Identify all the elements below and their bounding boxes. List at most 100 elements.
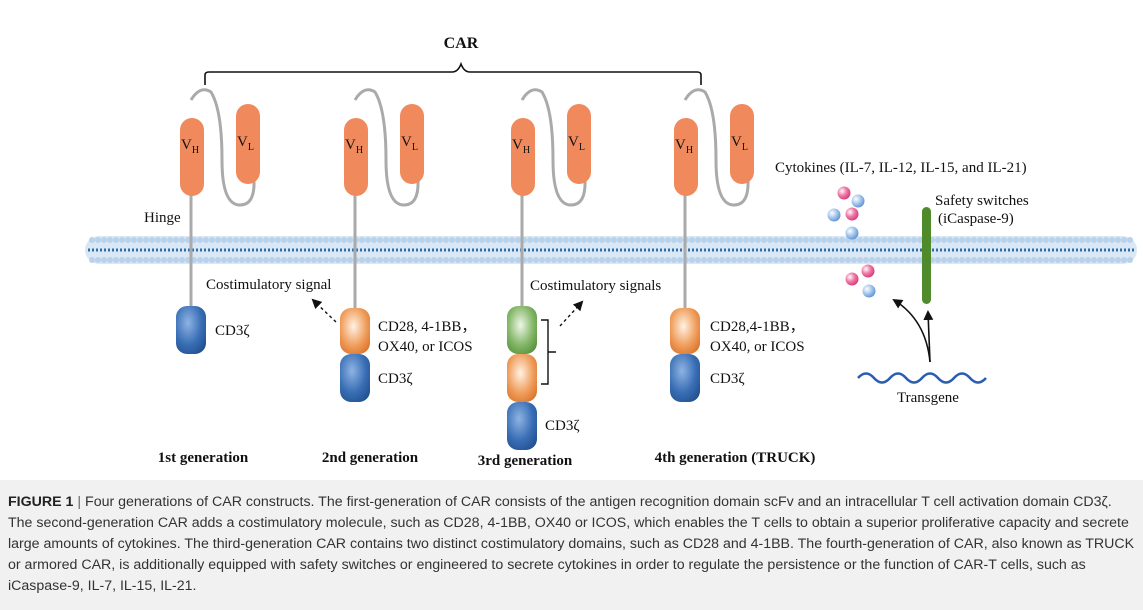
lipid-head	[965, 257, 971, 263]
lipid-head	[1103, 237, 1109, 243]
cd3z-label: CD3ζ	[710, 371, 745, 387]
costim-domain	[670, 308, 700, 354]
lipid-head	[413, 257, 419, 263]
costim-molecules-line2: OX40, or ICOS	[710, 339, 805, 355]
lipid-head	[341, 257, 347, 263]
lipid-head	[623, 237, 629, 243]
lipid-head	[629, 257, 635, 263]
lipid-head	[503, 237, 509, 243]
lipid-head	[467, 257, 473, 263]
lipid-head	[935, 257, 941, 263]
lipid-head	[779, 237, 785, 243]
lipid-head	[707, 257, 713, 263]
lipid-head	[809, 237, 815, 243]
vl-domain	[400, 104, 424, 184]
lipid-head	[839, 257, 845, 263]
lipid-head	[599, 237, 605, 243]
generation-1-car: VH VL Hinge CD3ζ 1st generation	[144, 88, 260, 466]
lipid-head	[341, 237, 347, 243]
lipid-head	[869, 237, 875, 243]
generation-3-title: 3rd generation	[478, 453, 573, 469]
lipid-head	[719, 237, 725, 243]
lipid-head	[167, 237, 173, 243]
lipid-head	[395, 257, 401, 263]
lipid-head	[371, 257, 377, 263]
lipid-head	[485, 257, 491, 263]
lipid-head	[737, 237, 743, 243]
lipid-head	[383, 257, 389, 263]
lipid-head	[305, 237, 311, 243]
lipid-head	[425, 257, 431, 263]
lipid-head	[1061, 237, 1067, 243]
lipid-head	[389, 237, 395, 243]
lipid-head	[893, 257, 899, 263]
lipid-head	[701, 237, 707, 243]
lipid-head	[533, 237, 539, 243]
lipid-head	[725, 237, 731, 243]
safety-switches-label: Safety switches	[935, 193, 1029, 209]
lipid-head	[581, 257, 587, 263]
lipid-head	[287, 257, 293, 263]
lipid-head	[1043, 237, 1049, 243]
lipid-head	[1007, 237, 1013, 243]
lipid-head	[815, 257, 821, 263]
lipid-head	[221, 257, 227, 263]
lipid-head	[503, 257, 509, 263]
lipid-head	[233, 237, 239, 243]
lipid-head	[215, 257, 221, 263]
lipid-head	[101, 237, 107, 243]
vh-label: VH	[181, 137, 199, 156]
lipid-head	[731, 237, 737, 243]
transgene-to-cytokine-arrow	[892, 298, 931, 363]
lipid-head	[797, 237, 803, 243]
lipid-head	[827, 237, 833, 243]
costim-signals-label: Costimulatory signals	[530, 278, 661, 294]
lipid-head	[941, 257, 947, 263]
lipid-head	[695, 257, 701, 263]
lipid-head	[947, 257, 953, 263]
lipid-head	[1085, 257, 1091, 263]
lipid-head	[803, 237, 809, 243]
lipid-head	[719, 257, 725, 263]
lipid-head	[839, 237, 845, 243]
generation-1-title: 1st generation	[158, 450, 249, 466]
lipid-head	[545, 257, 551, 263]
lipid-head	[1109, 257, 1115, 263]
vl-domain	[730, 104, 754, 184]
lipid-head	[275, 257, 281, 263]
lipid-head	[887, 257, 893, 263]
car-generations-diagram: CAR VH VL Hinge CD3ζ 1st generation VH V…	[85, 35, 1137, 469]
vh-domain	[511, 118, 535, 196]
lipid-head	[173, 237, 179, 243]
lipid-head	[569, 237, 575, 243]
lipid-head	[1055, 257, 1061, 263]
lipid-head	[1031, 257, 1037, 263]
lipid-head	[425, 237, 431, 243]
costim-signal-label: Costimulatory signal	[206, 277, 331, 293]
lipid-head	[377, 237, 383, 243]
lipid-head	[1121, 237, 1127, 243]
lipid-head	[1079, 237, 1085, 243]
vl-domain	[236, 104, 260, 184]
car-label: CAR	[444, 35, 479, 52]
lipid-head	[287, 237, 293, 243]
lipid-head	[119, 237, 125, 243]
lipid-head	[749, 257, 755, 263]
lipid-head	[953, 237, 959, 243]
lipid-head	[317, 257, 323, 263]
lipid-head	[281, 257, 287, 263]
lipid-head	[593, 257, 599, 263]
lipid-head	[587, 257, 593, 263]
scfv-linker	[353, 88, 420, 207]
lipid-head	[101, 257, 107, 263]
lipid-head	[569, 257, 575, 263]
transgene-label: Transgene	[897, 390, 959, 406]
lipid-head	[257, 237, 263, 243]
lipid-head	[587, 237, 593, 243]
lipid-head	[821, 237, 827, 243]
lipid-head	[455, 237, 461, 243]
lipid-head	[269, 257, 275, 263]
lipid-head	[971, 257, 977, 263]
lipid-head	[1067, 237, 1073, 243]
vh-domain	[674, 118, 698, 196]
